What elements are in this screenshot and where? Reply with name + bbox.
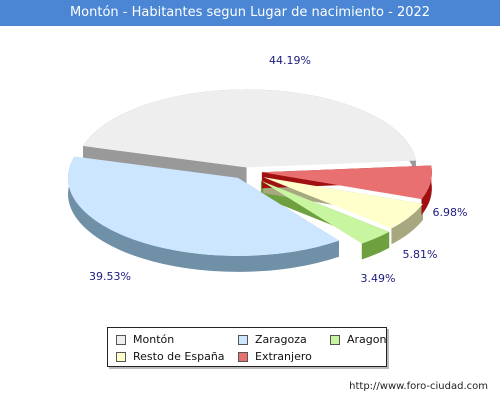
legend-swatch-resto xyxy=(116,351,126,362)
slice-resto xyxy=(263,177,423,229)
source-url: http://www.foro-ciudad.com xyxy=(349,381,488,392)
data-label-extranjero: 6.98% xyxy=(433,206,468,219)
legend-item-resto: Resto de España xyxy=(116,350,225,363)
slice-zaragoza xyxy=(68,156,339,256)
legend-swatch-zaragoza xyxy=(238,334,248,345)
legend-label-monton: Montón xyxy=(133,333,175,346)
legend: Montón Zaragoza Aragon Resto de España E… xyxy=(107,327,387,367)
legend-item-monton: Montón xyxy=(116,333,174,346)
data-label-aragon: 3.49% xyxy=(361,272,396,285)
legend-label-resto: Resto de España xyxy=(133,350,225,363)
legend-item-extranjero: Extranjero xyxy=(238,350,312,363)
slice-aragon xyxy=(260,180,390,244)
data-label-resto: 5.81% xyxy=(403,248,438,261)
slice-side-extranjero xyxy=(421,165,432,216)
legend-swatch-monton xyxy=(116,334,126,345)
slice-extranjero xyxy=(261,165,432,200)
legend-label-extranjero: Extranjero xyxy=(255,350,312,363)
slice-side-zaragoza xyxy=(68,156,339,272)
legend-label-aragon: Aragon xyxy=(347,333,387,346)
data-label-monton: 44.19% xyxy=(269,54,311,67)
legend-item-zaragoza: Zaragoza xyxy=(238,333,307,346)
legend-item-aragon: Aragon xyxy=(330,333,386,346)
slice-monton xyxy=(83,89,416,168)
legend-swatch-aragon xyxy=(330,334,340,345)
legend-label-zaragoza: Zaragoza xyxy=(255,333,307,346)
data-label-zaragoza: 39.53% xyxy=(89,270,131,283)
pie-chart: 44.19% 39.53% 3.49% 5.81% 6.98% xyxy=(68,54,468,285)
plot-area: 44.19% 39.53% 3.49% 5.81% 6.98% xyxy=(0,26,500,400)
chart-title: Montón - Habitantes segun Lugar de nacim… xyxy=(0,0,500,26)
legend-swatch-extranjero xyxy=(238,351,248,362)
